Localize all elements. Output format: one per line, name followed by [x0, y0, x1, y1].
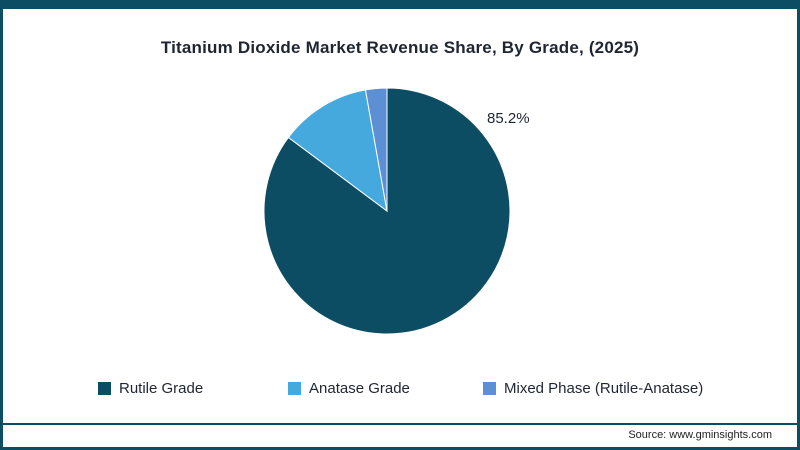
legend-label-anatase-grade: Anatase Grade [309, 379, 410, 397]
legend-swatch-anatase-grade [288, 381, 301, 395]
footer-divider [3, 423, 797, 425]
legend-swatch-mixed-phase [483, 381, 496, 395]
pie-slice-2 [364, 87, 388, 212]
pie-data-label: 85.2% [487, 110, 530, 127]
legend-label-rutile-grade: Rutile Grade [119, 379, 204, 397]
legend-item-mixed-phase: Mixed Phase (Rutile-Anatase) [483, 379, 704, 397]
legend-label-mixed-phase: Mixed Phase (Rutile-Anatase) [504, 379, 704, 397]
legend-swatch-rutile-grade [98, 381, 111, 395]
legend-item-rutile-grade: Rutile Grade [98, 379, 204, 397]
chart-title: Titanium Dioxide Market Revenue Share, B… [160, 38, 640, 57]
source-text: Source: www.gminsights.com [628, 429, 772, 441]
pie-slice-1 [287, 89, 388, 213]
legend-item-anatase-grade: Anatase Grade [288, 379, 410, 397]
pie-chart [263, 87, 511, 335]
